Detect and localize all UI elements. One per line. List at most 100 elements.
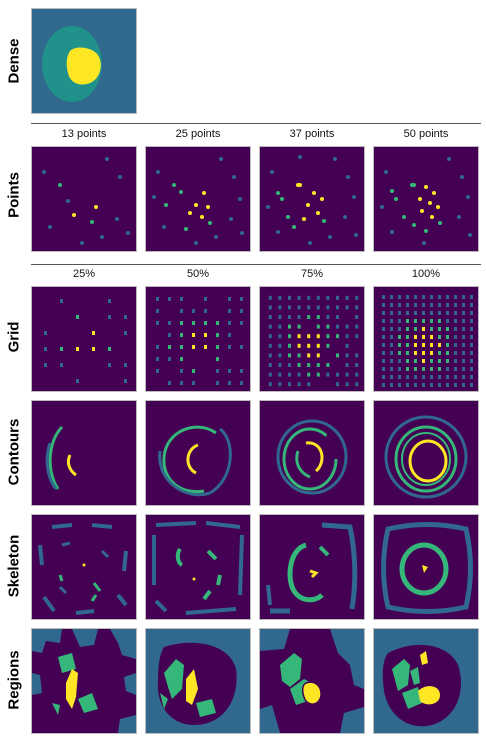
grid-sample-dot [76,347,79,351]
grid-panel-25pct [31,286,137,392]
grid-sample-dot [240,381,243,385]
grid-sample-dot [382,383,385,387]
grid-sample-dot [316,343,320,348]
grid-sample-dot [422,359,425,363]
grid-sample-dot [336,382,339,387]
points-panel-50 [373,146,479,252]
grid-sample-dot [355,305,359,310]
grid-sample-dot [297,324,301,329]
grid-sample-dot [336,334,339,339]
grid-sample-dot [438,383,441,387]
grid-sample-dot [297,363,301,367]
grid-sample-dot [355,324,359,329]
grid-sample-dot [406,335,409,339]
grid-sample-dot [297,353,301,358]
grid-sample-dot [288,315,291,319]
grid-sample-dot [430,295,433,299]
grid-sample-dot [204,309,207,313]
grid-sample-dot [297,382,301,387]
grid-sample-dot [390,351,393,355]
grid-sample-dot [462,359,465,363]
grid-sample-dot [355,363,359,367]
grid-sample-dot [278,305,282,310]
grid-sample-dot [297,305,301,310]
grid-sample-dot [390,375,393,379]
grid-sample-dot [288,353,291,358]
grid-sample-dot [355,382,359,387]
grid-sample-dot [462,351,465,355]
grid-sample-dot [240,297,243,301]
grid-sample-dot [307,315,311,319]
grid-sample-dot [390,367,393,371]
grid-sample-dot [470,303,473,307]
grid-sample-dot [192,381,195,385]
col-label-13-points: 13 points [61,128,107,140]
grid-sample-dot [438,351,441,355]
grid-sample-dot [390,359,393,363]
grid-sample-dot [382,351,385,355]
grid-sample-dot [168,381,171,385]
grid-sample-dot [382,311,385,315]
grid-sample-dot [422,295,425,299]
grid-sample-dot [204,321,207,325]
grid-sample-dot [438,295,441,299]
points-panel-25 [145,146,251,252]
grid-sample-dot [355,353,359,358]
grid-sample-dot [414,343,417,347]
grid-sample-dot [470,351,473,355]
grid-sample-dot [382,367,385,371]
grid-sample-dot [288,372,291,377]
grid-sample-dot [422,335,425,339]
grid-sample-dot [307,372,311,377]
grid-sample-dot [316,353,320,358]
grid-sample-dot [307,353,311,358]
grid-sample-dot [326,305,330,310]
grid-sample-dot [278,372,282,377]
grid-sample-dot [288,363,291,367]
grid-sample-dot [454,367,457,371]
grid-sample-dot [108,299,111,303]
grid-sample-dot [390,319,393,323]
grid-sample-dot [336,324,339,329]
grid-sample-dot [278,334,282,339]
grid-sample-dot [390,311,393,315]
grid-sample-dot [414,303,417,307]
grid-sample-dot [438,359,441,363]
grid-sample-dot [228,333,231,337]
grid-sample-dot [180,297,183,301]
grid-sample-dot [326,343,330,348]
grid-sample-dot [168,357,171,361]
grid-sample-dot [446,375,449,379]
skeleton-panel-50pct [145,514,251,620]
grid-sample-dot [326,334,330,339]
grid-sample-dot [92,347,95,351]
contours-panel-100pct [373,400,479,506]
grid-sample-dot [414,383,417,387]
grid-sample-dot [462,295,465,299]
points-panel-13 [31,146,137,252]
grid-sample-dot [398,375,401,379]
col-label-37-points: 37 points [289,128,335,140]
grid-sample-dot [446,351,449,355]
grid-sample-dot [124,315,127,319]
grid-sample-dot [462,367,465,371]
grid-sample-dot [422,343,425,347]
grid-sample-dot [316,315,320,319]
grid-sample-dot [168,345,171,349]
grid-sample-dot [124,379,127,383]
grid-sample-dot [156,369,159,373]
grid-sample-dot [124,331,127,335]
col-label-50pct: 50% [186,268,210,280]
col-label-50-points: 50 points [403,128,449,140]
grid-sample-dot [438,335,441,339]
grid-sample-dot [470,359,473,363]
grid-sample-dot [430,327,433,331]
grid-sample-dot [316,295,320,300]
grid-sample-dot [438,367,441,371]
grid-sample-dot [297,334,301,339]
grid-sample-dot [228,345,231,349]
row-label-dense: Dense [5,38,23,84]
grid-sample-dot [446,359,449,363]
grid-sample-dot [390,295,393,299]
grid-sample-dot [297,343,301,348]
